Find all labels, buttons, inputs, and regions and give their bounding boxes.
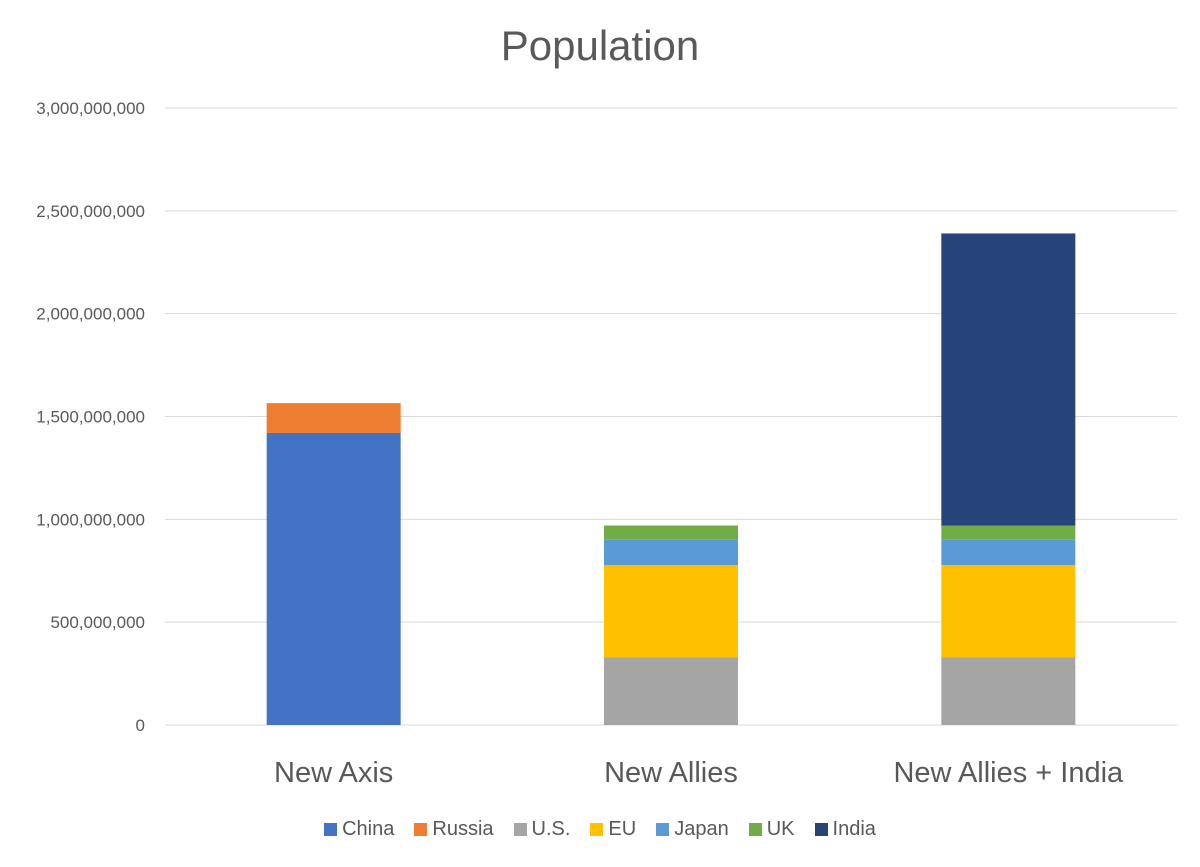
legend-swatch xyxy=(814,823,828,836)
legend-item: China xyxy=(324,818,394,841)
legend-item: UK xyxy=(748,818,795,841)
x-tick-label: New Axis xyxy=(274,757,393,789)
legend-swatch xyxy=(656,823,670,836)
chart-title: Population xyxy=(500,22,700,69)
legend-label: Russia xyxy=(432,818,494,840)
legend: China Russia U.S. EU Japan UK India xyxy=(0,818,1200,841)
y-tick-label: 2,000,000,000 xyxy=(36,305,145,324)
legend-label: China xyxy=(342,818,395,840)
legend-swatch xyxy=(414,823,428,836)
bar-eu-1 xyxy=(604,565,738,658)
legend-label: India xyxy=(832,818,876,840)
legend-item: India xyxy=(814,818,876,841)
bar-us-2 xyxy=(941,657,1076,725)
y-tick-label: 3,000,000,000 xyxy=(36,99,145,118)
y-tick-label: 1,500,000,000 xyxy=(36,408,145,427)
bar-india-2 xyxy=(941,233,1076,526)
legend-swatch xyxy=(324,823,338,836)
x-tick-label: New Allies xyxy=(604,757,738,789)
y-tick-label: 2,500,000,000 xyxy=(36,202,145,221)
bar-china-0 xyxy=(266,432,401,725)
legend-label: EU xyxy=(608,818,637,840)
bar-us-1 xyxy=(604,657,738,725)
legend-swatch xyxy=(513,823,527,836)
legend-label: UK xyxy=(766,818,795,840)
bar-eu-2 xyxy=(941,565,1076,658)
legend-label: U.S. xyxy=(531,818,571,840)
bar-russia-0 xyxy=(266,403,401,433)
legend-item: U.S. xyxy=(513,818,571,841)
y-tick-label: 1,000,000,000 xyxy=(36,510,145,529)
bar-uk-2 xyxy=(941,525,1076,540)
bar-japan-2 xyxy=(941,539,1076,566)
y-tick-label: 0 xyxy=(136,716,145,735)
legend-swatch xyxy=(748,823,762,836)
x-tick-label: New Allies + India xyxy=(893,757,1124,789)
bar-uk-1 xyxy=(604,525,738,540)
legend-item: Japan xyxy=(656,818,729,841)
legend-item: EU xyxy=(590,818,636,841)
y-tick-label: 500,000,000 xyxy=(50,613,145,632)
legend-swatch xyxy=(590,823,604,836)
bar-japan-1 xyxy=(604,539,738,566)
legend-label: Japan xyxy=(674,818,729,840)
legend-item: Russia xyxy=(414,818,494,841)
